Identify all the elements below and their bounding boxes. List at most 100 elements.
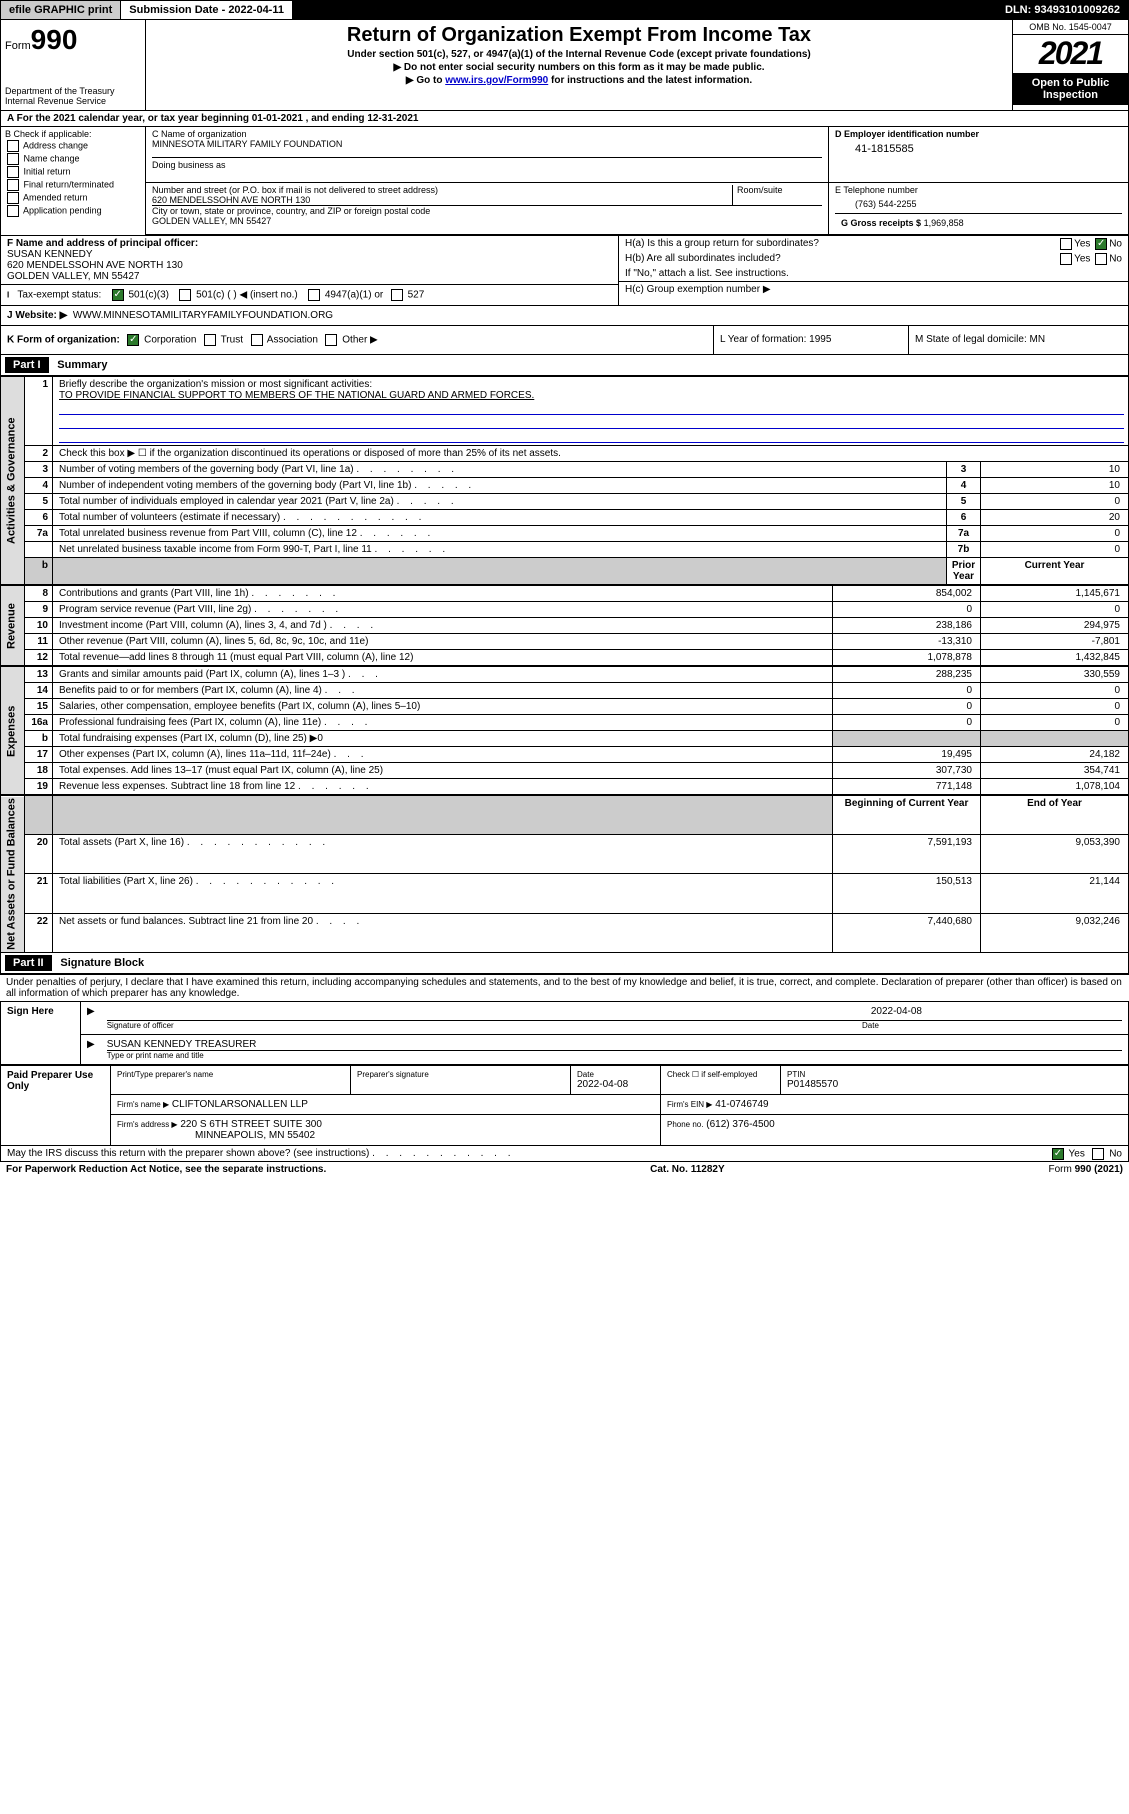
side-governance: Activities & Governance [1,377,25,585]
irs-link[interactable]: www.irs.gov/Form990 [445,75,548,86]
ptin-val: P01485570 [787,1079,1122,1090]
row-desc: Net assets or fund balances. Subtract li… [59,916,313,927]
firm-name-val: CLIFTONLARSONALLEN LLP [172,1099,308,1110]
row-py: 150,513 [833,874,981,913]
addr-label: Number and street (or P.O. box if mail i… [152,185,732,195]
checkbox-amended[interactable] [7,192,19,204]
row-desc: Net unrelated business taxable income fr… [59,544,372,555]
f-label: F Name and address of principal officer: [7,238,198,249]
declaration: Under penalties of perjury, I declare th… [0,974,1129,1001]
row-num: 12 [25,650,53,666]
section-i: I Tax-exempt status: ✓ 501(c)(3) 501(c) … [1,284,618,305]
beg-year-hdr: Beginning of Current Year [833,796,981,835]
checkbox-discuss-yes[interactable]: ✓ [1052,1148,1064,1160]
dln-label: DLN: 93493101009262 [997,1,1128,19]
goto-pre: ▶ Go to [406,75,445,86]
firm-phone-val: (612) 376-4500 [706,1119,774,1130]
row-cy: 1,145,671 [981,586,1129,602]
row-num: 7a [25,526,53,542]
checkbox-trust[interactable] [204,334,216,346]
row-py: 19,495 [833,747,981,763]
firm-addr2: MINNEAPOLIS, MN 55402 [117,1130,315,1141]
checkbox-hb-yes[interactable] [1060,253,1072,265]
hc-label: H(c) Group exemption number ▶ [619,281,1128,297]
hb-label: H(b) Are all subordinates included? [625,253,781,264]
open-public: Open to Public Inspection [1013,72,1128,105]
row-idx: 7b [947,542,981,558]
cb-label: Initial return [24,166,71,176]
row-idx: 6 [947,510,981,526]
firm-ein-label: Firm's EIN ▶ [667,1100,712,1109]
part2-header: Part II [5,955,52,971]
checkbox-name-change[interactable] [7,153,19,165]
checkbox-discuss-no[interactable] [1092,1148,1104,1160]
j-label: J Website: ▶ [7,310,67,321]
form-title: Return of Organization Exempt From Incom… [154,24,1004,47]
checkbox-final[interactable] [7,179,19,191]
summary-rev-table: Revenue 8Contributions and grants (Part … [0,585,1129,666]
checkbox-pending[interactable] [7,205,19,217]
checkbox-ha-yes[interactable] [1060,238,1072,250]
self-employed-check: Check ☐ if self-employed [661,1065,781,1094]
dba-label: Doing business as [152,157,822,170]
c-label: C Name of organization [152,129,822,139]
row-cy: 0 [981,683,1129,699]
row-cy: 294,975 [981,618,1129,634]
cat-no: Cat. No. 11282Y [650,1164,724,1175]
checkbox-addr-change[interactable] [7,140,19,152]
summary-exp-table: Expenses 13Grants and similar amounts pa… [0,666,1129,795]
end-year-hdr: End of Year [981,796,1129,835]
row-desc: Professional fundraising fees (Part IX, … [59,717,321,728]
checkbox-hb-no[interactable] [1095,253,1107,265]
paperwork-notice: For Paperwork Reduction Act Notice, see … [6,1164,326,1175]
name-title-label: Type or print name and title [107,1050,1122,1060]
checkbox-ha-no[interactable]: ✓ [1095,238,1107,250]
hb-note: If "No," attach a list. See instructions… [619,266,1128,281]
cb-label: Amended return [23,192,88,202]
addr-value: 620 MENDELSSOHN AVE NORTH 130 [152,195,732,205]
top-bar: efile GRAPHIC print Submission Date - 20… [0,0,1129,20]
checkbox-4947[interactable] [308,289,320,301]
row-py: -13,310 [833,634,981,650]
row-desc: Number of independent voting members of … [59,480,411,491]
line1-label: Briefly describe the organization's miss… [59,379,372,390]
phone-value: (763) 544-2255 [835,199,1122,209]
row-desc: Grants and similar amounts paid (Part IX… [59,669,345,680]
checkbox-corp[interactable]: ✓ [127,334,139,346]
row-desc: Salaries, other compensation, employee b… [59,701,420,712]
cb-label: Address change [23,140,88,150]
checkbox-501c[interactable] [179,289,191,301]
checkbox-527[interactable] [391,289,403,301]
row-num: 6 [25,510,53,526]
yes: Yes [1074,254,1090,265]
ptin-label: PTIN [787,1070,1122,1079]
row-desc: Revenue less expenses. Subtract line 18 … [59,781,295,792]
row-num: 8 [25,586,53,602]
date-label: Date [862,1021,1122,1030]
dept-treasury: Department of the Treasury [5,86,141,96]
row-py: 288,235 [833,667,981,683]
summary-gov-table: Activities & Governance 1 Briefly descri… [0,376,1129,585]
row-cy: 9,053,390 [981,835,1129,874]
prep-date-val: 2022-04-08 [577,1079,654,1090]
e-label: E Telephone number [835,185,1122,195]
prep-date-label: Date [577,1070,654,1079]
opt-501c: 501(c) ( ) ◀ (insert no.) [196,290,298,301]
efile-print-button[interactable]: efile GRAPHIC print [1,1,121,19]
row-desc: Total number of volunteers (estimate if … [59,512,280,523]
checkbox-other[interactable] [325,334,337,346]
section-j: J Website: ▶ WWW.MINNESOTAMILITARYFAMILY… [0,306,1129,326]
row-num: 14 [25,683,53,699]
checkbox-assoc[interactable] [251,334,263,346]
row-val: 20 [981,510,1129,526]
row-idx: 4 [947,478,981,494]
checkbox-initial[interactable] [7,166,19,178]
checkbox-501c3[interactable]: ✓ [112,289,124,301]
section-klm: K Form of organization: ✓ Corporation Tr… [0,326,1129,355]
row-val: 0 [981,494,1129,510]
row-py: 307,730 [833,763,981,779]
website-value: WWW.MINNESOTAMILITARYFAMILYFOUNDATION.OR… [73,310,333,321]
side-expenses: Expenses [1,667,25,795]
row-idx: 3 [947,462,981,478]
row-desc: Total liabilities (Part X, line 26) [59,876,193,887]
